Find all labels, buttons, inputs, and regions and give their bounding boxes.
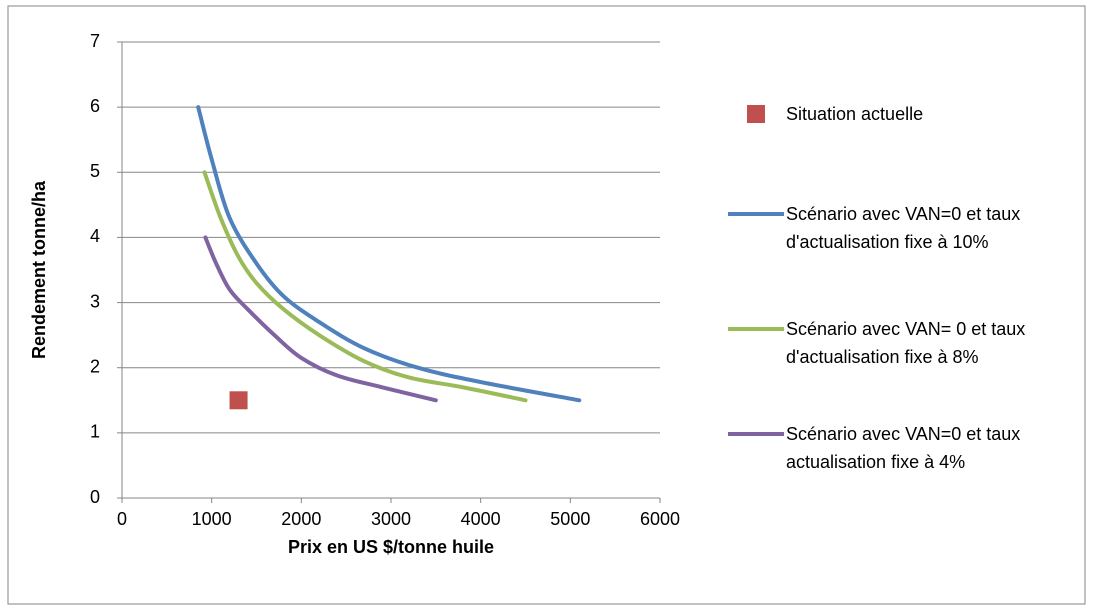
y-tick-label: 0 <box>90 487 100 507</box>
y-tick-label: 4 <box>90 226 100 246</box>
x-axis-title: Prix en US $/tonne huile <box>288 537 494 557</box>
legend-swatch <box>747 105 765 123</box>
y-tick-label: 1 <box>90 422 100 442</box>
series-line <box>202 170 528 403</box>
x-tick-label: 3000 <box>371 509 411 529</box>
series-line <box>203 235 438 403</box>
y-axis-title: Rendement tonne/ha <box>29 180 49 359</box>
x-tick-label: 4000 <box>461 509 501 529</box>
chart-border <box>7 5 1086 605</box>
y-tick-label: 7 <box>90 31 100 51</box>
legend-label: Scénario avec VAN=0 et taux d'actualisat… <box>786 204 1021 252</box>
legend-label: Situation actuelle <box>786 104 924 124</box>
x-tick-label: 5000 <box>550 509 590 529</box>
y-tick-label: 3 <box>90 291 100 311</box>
x-tick-label: 0 <box>117 509 127 529</box>
series-line <box>196 105 582 403</box>
x-tick-label: 2000 <box>281 509 321 529</box>
legend-label: Scénario avec VAN= 0 et taux d'actualisa… <box>786 319 1026 367</box>
y-tick-label: 5 <box>90 161 100 181</box>
x-tick-label: 6000 <box>640 509 680 529</box>
marker <box>229 391 248 410</box>
y-tick-label: 2 <box>90 356 100 376</box>
legend-label: Scénario avec VAN=0 et taux actualisatio… <box>786 424 1021 472</box>
y-tick-label: 6 <box>90 96 100 116</box>
x-tick-label: 1000 <box>192 509 232 529</box>
